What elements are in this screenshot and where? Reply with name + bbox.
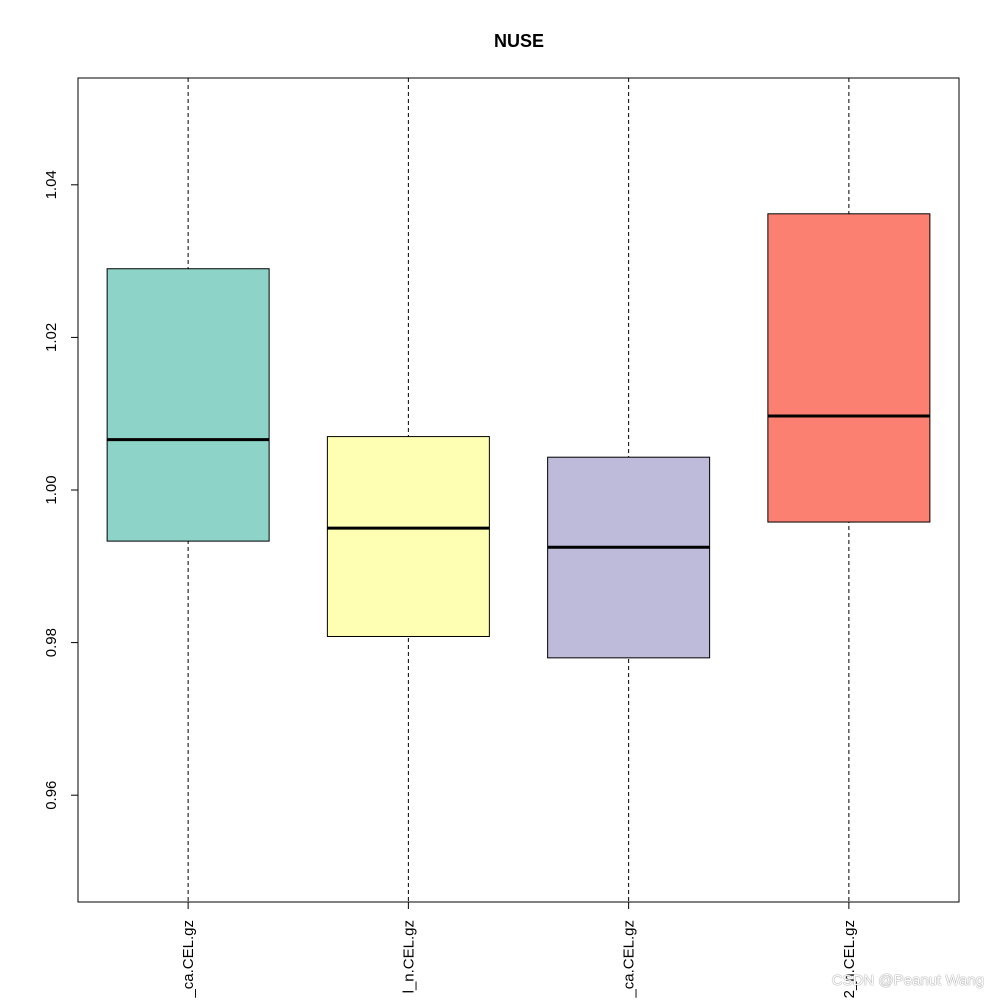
y-tick-label-2: 0.98: [43, 628, 60, 657]
x-category-label-1: _ca.CEL.gz: [180, 920, 197, 999]
y-tick-label-3: 1.00: [43, 475, 60, 504]
y-tick-label-5: 1.04: [43, 170, 60, 199]
y-tick-label-1: 0.96: [43, 781, 60, 810]
x-category-label-2: l_n.CEL.gz: [400, 920, 417, 993]
box-2: [326, 436, 490, 637]
box-4: [767, 213, 931, 523]
box-3: [547, 456, 711, 659]
y-tick-label-4: 1.02: [43, 323, 60, 352]
x-category-label-3: _ca.CEL.gz: [621, 920, 638, 999]
plot-layer: 0.96 0.98 1.00 1.02 1.04 _ca.CEL.gz l_n.CEL.gz…: [43, 77, 960, 999]
box-1: [106, 268, 270, 542]
x-category-label-4: 2_n.CEL.gz: [841, 920, 858, 998]
chart-title: NUSE: [494, 31, 544, 51]
watermark-text: CSDN @Peanut Wang: [831, 972, 984, 989]
